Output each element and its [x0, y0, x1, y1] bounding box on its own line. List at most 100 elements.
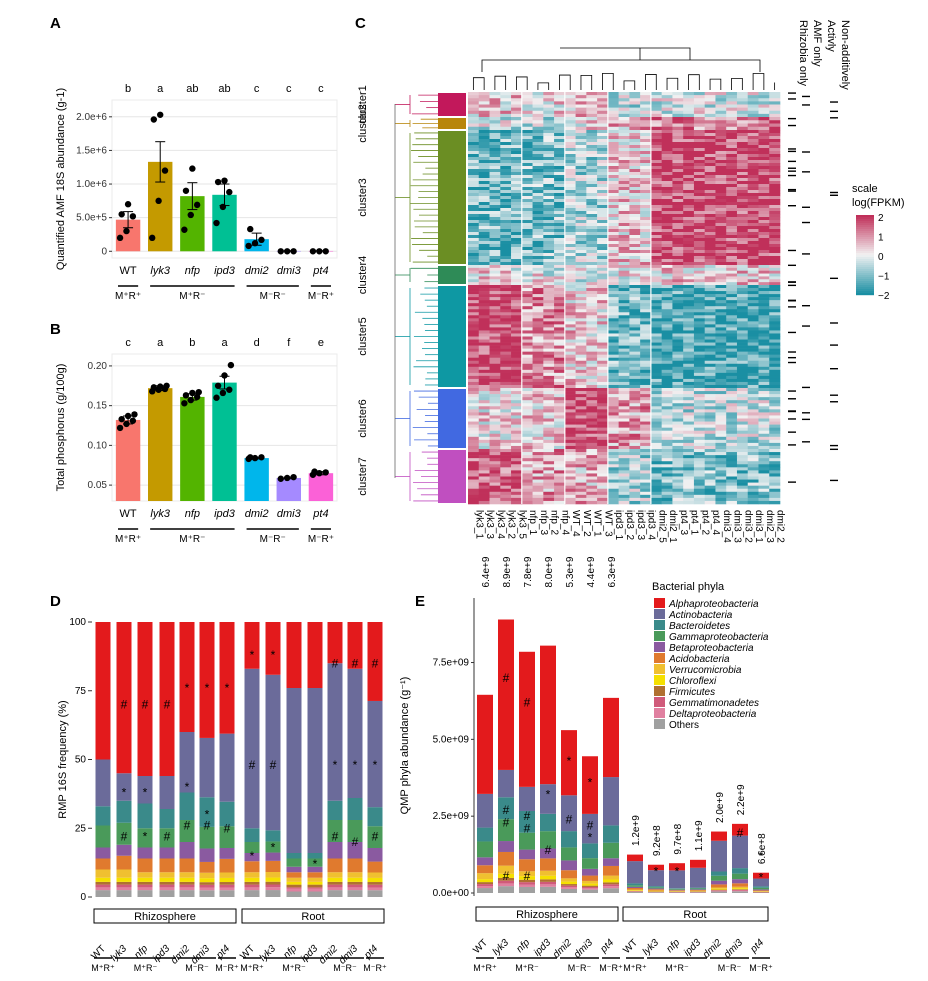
heatmap-cell: [564, 259, 576, 263]
heatmap-cell: [650, 333, 662, 337]
heatmap-cell: [575, 104, 587, 108]
heatmap-cell: [726, 455, 738, 459]
heatmap-cell: [532, 421, 544, 425]
heatmap-cell: [478, 427, 490, 431]
heatmap-cell: [532, 250, 544, 254]
heatmap-cell: [554, 488, 566, 493]
heatmap-cell: [769, 154, 781, 158]
stack-segment-Gammaproteobacteria: [137, 828, 153, 848]
heatmap-cell: [478, 494, 490, 499]
heatmap-cell: [543, 244, 555, 248]
heatmap-cell: [468, 157, 480, 161]
heatmap-cell: [607, 95, 619, 99]
heatmap-cell: [564, 467, 576, 471]
heatmap-cell: [629, 187, 641, 191]
heatmap-cell: [693, 348, 705, 352]
facet-strip: [622, 906, 769, 922]
heatmap-cell: [629, 175, 641, 179]
legend-swatch: [654, 708, 665, 718]
heatmap-cell: [704, 190, 716, 194]
heatmap-cell: [478, 205, 490, 209]
heatmap-cell: [500, 455, 512, 459]
heatmap-cell: [511, 366, 523, 371]
heatmap-cell: [500, 145, 512, 149]
legend-gradient-step: [856, 271, 874, 274]
heatmap-cell: [543, 381, 555, 386]
heatmap-cell: [661, 151, 673, 155]
heatmap-cell: [683, 172, 695, 176]
heatmap-cell: [511, 363, 523, 368]
heatmap-cell: [478, 202, 490, 206]
heatmap-cell: [478, 232, 490, 236]
heatmap-cell: [640, 449, 652, 453]
heatmap-cell: [532, 148, 544, 152]
heatmap-cell: [640, 256, 652, 260]
heatmap-cell: [500, 500, 512, 505]
legend-gradient-step: [856, 291, 874, 294]
significance-mark: #: [249, 758, 256, 772]
heatmap-cell: [736, 279, 749, 283]
heatmap-cell: [672, 418, 684, 422]
heatmap-cell: [607, 279, 619, 283]
heatmap-cell: [715, 190, 727, 194]
stack-segment-Bacteroidetes: [711, 871, 727, 876]
heatmap-cell: [758, 388, 770, 392]
heatmap-cell: [693, 95, 705, 99]
stack-segment-Others: [219, 890, 235, 897]
heatmap-cell: [618, 366, 630, 371]
heatmap-cell: [478, 424, 490, 428]
heatmap-cell: [693, 442, 705, 447]
heatmap-cell: [704, 339, 716, 343]
heatmap-cell: [629, 120, 641, 124]
heatmap-cell: [489, 330, 501, 334]
heatmap-cell: [532, 178, 544, 182]
heatmap-cell: [736, 442, 749, 447]
heatmap-cell: [511, 449, 523, 453]
heatmap-cell: [543, 421, 555, 425]
stack-segment-Actinobacteria: [648, 870, 664, 887]
heatmap-cell: [564, 193, 576, 197]
heatmap-cell: [511, 458, 523, 462]
heatmap-cell: [736, 445, 749, 450]
heatmap-cell: [650, 388, 662, 392]
heatmap-cell: [521, 291, 533, 295]
heatmap-cell: [747, 110, 759, 115]
heatmap-cell: [726, 406, 738, 410]
heatmap-cell: [683, 169, 695, 173]
heatmap-cell: [586, 139, 598, 143]
heatmap-cell: [575, 458, 587, 462]
group-label: M⁺R⁻: [179, 291, 205, 302]
heatmap-cell: [586, 436, 598, 441]
heatmap-cell: [532, 415, 544, 419]
stack-segment-Gammaproteobacteria: [179, 820, 195, 842]
heatmap-cell: [715, 181, 727, 185]
heatmap-cell: [575, 415, 587, 419]
heatmap-cell: [747, 461, 759, 465]
heatmap-cell: [511, 303, 523, 307]
heatmap-cell: [607, 175, 619, 179]
heatmap-cell: [661, 369, 673, 374]
heatmap-cell: [758, 270, 770, 274]
heatmap-cell: [629, 107, 641, 112]
significance-mark: *: [185, 780, 190, 794]
heatmap-cell: [586, 430, 598, 435]
heatmap-cell: [489, 333, 501, 337]
heatmap-cell: [468, 424, 480, 428]
heatmap-cell: [640, 244, 652, 248]
heatmap-cell: [661, 418, 673, 422]
heatmap-cell: [489, 190, 501, 194]
heatmap-cell: [618, 339, 630, 343]
heatmap-cell: [672, 336, 684, 340]
heatmap-cell: [489, 375, 501, 380]
heatmap-cell: [736, 181, 749, 185]
heatmap-cell: [726, 403, 738, 407]
heatmap-cell: [758, 455, 770, 459]
heatmap-cell: [715, 354, 727, 359]
heatmap-cell: [468, 291, 480, 295]
heatmap-cell: [468, 303, 480, 307]
stack-segment-Actinobacteria: [179, 732, 195, 793]
heatmap-cell: [640, 267, 652, 272]
heatmap-cell: [715, 229, 727, 233]
heatmap-cell: [640, 497, 652, 502]
heatmap-cell: [618, 288, 630, 292]
